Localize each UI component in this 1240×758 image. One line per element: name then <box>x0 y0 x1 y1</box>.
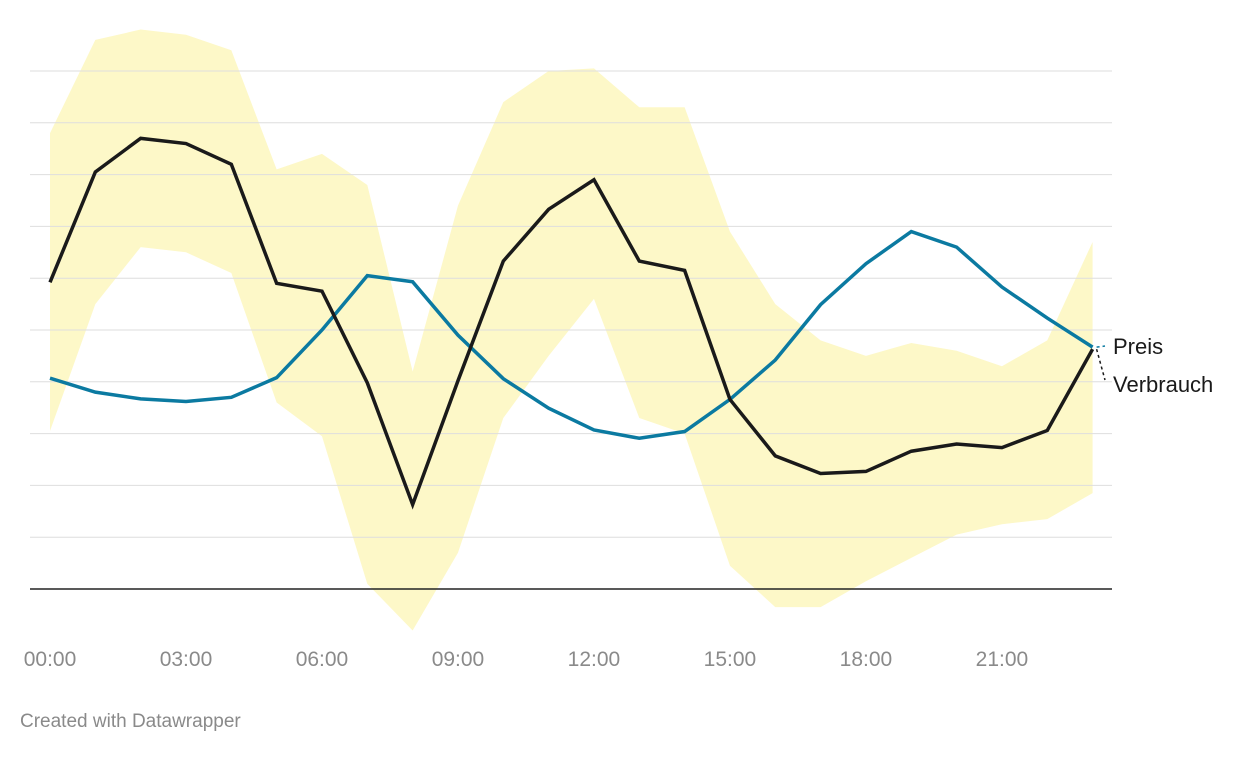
x-tick-label: 21:00 <box>976 648 1029 671</box>
x-tick-label: 09:00 <box>432 648 485 671</box>
label-connector-verbrauch <box>1095 348 1106 381</box>
datawrapper-credit: Created with Datawrapper <box>20 711 241 732</box>
x-tick-label: 06:00 <box>296 648 349 671</box>
x-tick-label: 18:00 <box>840 648 893 671</box>
series-labels: Preis Verbrauch <box>1095 334 1213 397</box>
series-label-preis: Preis <box>1113 334 1163 359</box>
series-line-verbrauch <box>48 136 1095 510</box>
x-tick-label: 12:00 <box>568 648 621 671</box>
series-label-verbrauch: Verbrauch <box>1113 372 1213 397</box>
x-tick-label: 15:00 <box>704 648 757 671</box>
series-line-preis <box>49 229 1094 441</box>
series-lines <box>48 136 1095 510</box>
label-connector-preis <box>1096 345 1106 348</box>
x-axis-ticks: 00:00 03:00 06:00 09:00 12:00 15:00 18:00 21:00 <box>24 648 1028 671</box>
line-chart: Preis Verbrauch 00:00 03:00 06:00 09:00 12:00… <box>24 29 1213 671</box>
x-tick-label: 03:00 <box>160 648 213 671</box>
x-tick-label: 00:00 <box>24 648 77 671</box>
range-band-layer <box>50 29 1093 631</box>
range-band <box>50 29 1093 631</box>
gridlines <box>30 70 1112 590</box>
